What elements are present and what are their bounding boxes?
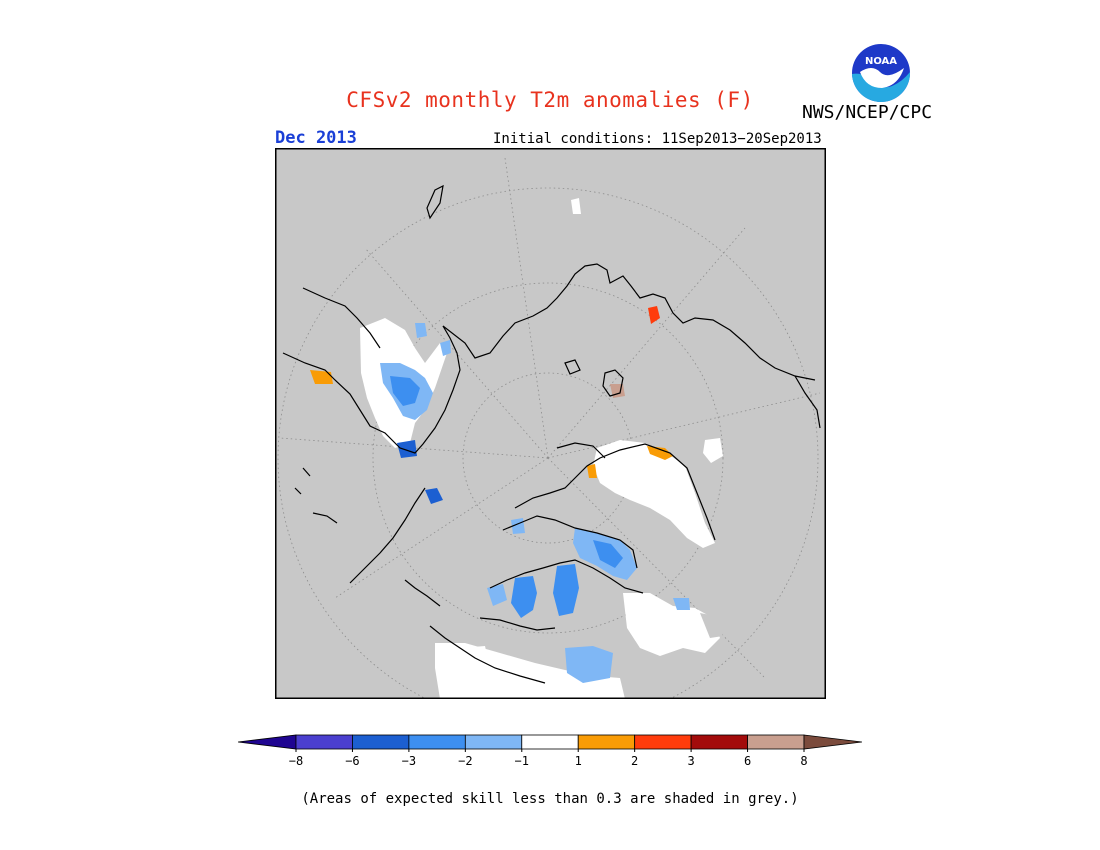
organization-label: NWS/NCEP/CPC <box>802 102 933 123</box>
noaa-logo: NOAA <box>851 43 911 103</box>
forecast-month: Dec 2013 <box>275 128 357 148</box>
skill-footnote: (Areas of expected skill less than 0.3 a… <box>301 791 799 807</box>
legend-tick-label: −8 <box>289 754 303 768</box>
legend-bin-9 <box>747 734 805 750</box>
legend-bin-2 <box>352 734 410 750</box>
legend-bin-7 <box>634 734 692 750</box>
legend-bin-5 <box>521 734 579 750</box>
legend-tick-label: −1 <box>515 754 529 768</box>
logo-text: NOAA <box>865 56 897 67</box>
legend-tick-label: −3 <box>402 754 416 768</box>
initial-conditions: Initial conditions: 11Sep2013−20Sep2013 <box>493 131 822 147</box>
legend-tick-label: 1 <box>575 754 582 768</box>
coastlines <box>282 184 821 684</box>
legend-bin-3 <box>408 734 466 750</box>
legend-tick-label: −6 <box>345 754 359 768</box>
legend-tick-label: 6 <box>744 754 751 768</box>
legend-bin-8 <box>690 734 748 750</box>
legend-bin-0 <box>238 734 297 750</box>
legend-tick-label: −2 <box>458 754 472 768</box>
map-title: CFSv2 monthly T2m anomalies (F) <box>346 88 754 112</box>
legend-tick-label: 8 <box>800 754 807 768</box>
legend-ticks: −8 −6 −3 −2 −1 1 2 3 6 8 <box>289 749 808 768</box>
legend-swatches <box>238 734 862 750</box>
legend-bin-4 <box>464 734 523 750</box>
legend-tick-label: 2 <box>631 754 638 768</box>
map-background <box>275 148 826 699</box>
legend-bin-10 <box>803 734 862 750</box>
legend-bin-1 <box>295 734 353 750</box>
color-legend: −8 −6 −3 −2 −1 1 2 3 6 8 <box>238 734 862 768</box>
legend-tick-label: 3 <box>687 754 694 768</box>
map-border <box>275 148 826 699</box>
legend-bin-6 <box>577 734 636 750</box>
polar-map <box>275 148 826 699</box>
